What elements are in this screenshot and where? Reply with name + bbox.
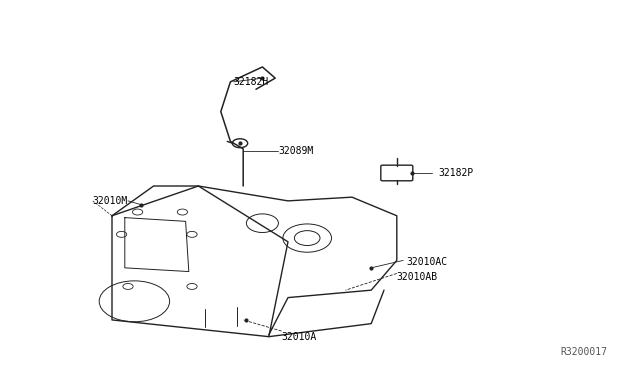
Text: 32089M: 32089M bbox=[278, 146, 314, 155]
Text: 32182H: 32182H bbox=[234, 77, 269, 87]
Text: 32010M: 32010M bbox=[93, 196, 128, 206]
Text: 32010A: 32010A bbox=[282, 332, 317, 341]
Text: R3200017: R3200017 bbox=[560, 347, 607, 356]
Text: 32010AB: 32010AB bbox=[397, 272, 438, 282]
Text: 32010AC: 32010AC bbox=[406, 257, 447, 267]
Text: 32182P: 32182P bbox=[438, 168, 474, 178]
